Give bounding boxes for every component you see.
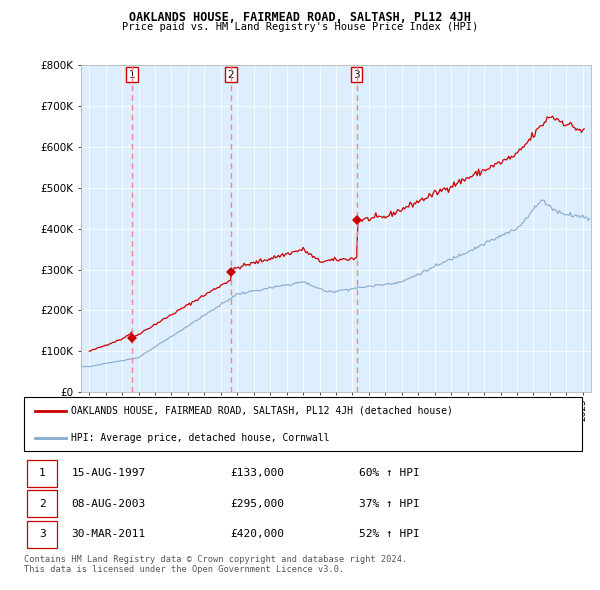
Text: OAKLANDS HOUSE, FAIRMEAD ROAD, SALTASH, PL12 4JH: OAKLANDS HOUSE, FAIRMEAD ROAD, SALTASH, … <box>129 11 471 24</box>
Text: This data is licensed under the Open Government Licence v3.0.: This data is licensed under the Open Gov… <box>24 565 344 574</box>
Text: Price paid vs. HM Land Registry's House Price Index (HPI): Price paid vs. HM Land Registry's House … <box>122 22 478 32</box>
Text: 1: 1 <box>39 468 46 478</box>
Text: 08-AUG-2003: 08-AUG-2003 <box>71 499 146 509</box>
Text: 37% ↑ HPI: 37% ↑ HPI <box>359 499 419 509</box>
Text: HPI: Average price, detached house, Cornwall: HPI: Average price, detached house, Corn… <box>71 433 330 442</box>
Text: £420,000: £420,000 <box>230 529 284 539</box>
Text: 52% ↑ HPI: 52% ↑ HPI <box>359 529 419 539</box>
Text: £295,000: £295,000 <box>230 499 284 509</box>
Text: 2: 2 <box>228 70 235 80</box>
Bar <box>27 490 58 517</box>
Bar <box>27 521 58 548</box>
Text: 60% ↑ HPI: 60% ↑ HPI <box>359 468 419 478</box>
Bar <box>27 460 58 487</box>
Text: £133,000: £133,000 <box>230 468 284 478</box>
Text: 3: 3 <box>353 70 360 80</box>
Text: 2: 2 <box>39 499 46 509</box>
Text: OAKLANDS HOUSE, FAIRMEAD ROAD, SALTASH, PL12 4JH (detached house): OAKLANDS HOUSE, FAIRMEAD ROAD, SALTASH, … <box>71 406 454 415</box>
Text: 30-MAR-2011: 30-MAR-2011 <box>71 529 146 539</box>
Text: 15-AUG-1997: 15-AUG-1997 <box>71 468 146 478</box>
Text: 3: 3 <box>39 529 46 539</box>
Text: 1: 1 <box>129 70 136 80</box>
Text: Contains HM Land Registry data © Crown copyright and database right 2024.: Contains HM Land Registry data © Crown c… <box>24 555 407 563</box>
